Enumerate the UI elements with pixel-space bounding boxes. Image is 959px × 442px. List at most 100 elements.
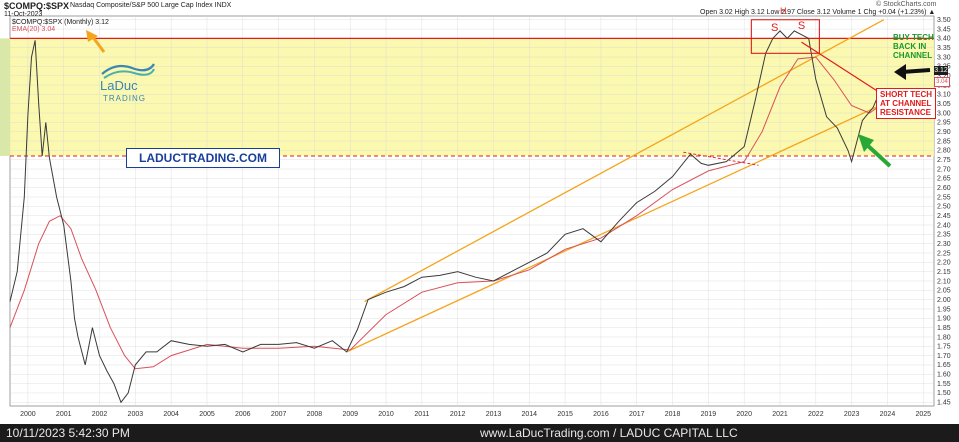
x-tick-label: 2017	[629, 411, 645, 418]
black-arrow-icon	[901, 68, 931, 74]
price-line	[9, 30, 881, 404]
green-arrowhead-icon	[858, 134, 874, 152]
x-tick-label: 2011	[414, 411, 429, 418]
ema-price-tag: 3.04	[934, 77, 950, 87]
x-tick-label: 2016	[593, 411, 609, 418]
s-right-label: S	[798, 20, 805, 32]
y-tick-label: 3.30	[937, 54, 951, 61]
y-tick-label: 1.75	[937, 344, 951, 351]
x-tick-label: 2005	[199, 411, 215, 418]
h-label: H	[780, 6, 787, 16]
y-tick-label: 2.45	[937, 213, 951, 220]
buy-note: BUY TECH BACK IN CHANNEL	[893, 33, 934, 60]
y-tick-label: 2.10	[937, 278, 951, 285]
x-tick-label: 2023	[844, 411, 860, 418]
y-tick-label: 3.45	[937, 26, 951, 33]
x-tick-label: 2009	[342, 411, 358, 418]
x-tick-label: 2013	[486, 411, 502, 418]
footer-timestamp: 10/11/2023 5:42:30 PM	[6, 426, 130, 440]
chart-date: 11-Oct-2023	[4, 11, 43, 18]
y-tick-label: 3.10	[937, 92, 951, 99]
x-tick-label: 2014	[522, 411, 538, 418]
y-tick-label: 2.30	[937, 241, 951, 248]
y-tick-label: 2.15	[937, 269, 951, 276]
y-tick-label: 3.00	[937, 110, 951, 117]
y-tick-label: 2.70	[937, 166, 951, 173]
y-tick-label: 1.85	[937, 325, 951, 332]
last-price-tag: 3.12	[934, 66, 948, 75]
y-tick-label: 1.50	[937, 390, 951, 397]
laduc-logo: LaDuc TRADING	[94, 58, 158, 108]
y-tick-label: 2.05	[937, 288, 951, 295]
y-tick-label: 2.35	[937, 232, 951, 239]
ohlc-readout: Open 3.02 High 3.12 Low 2.97 Close 3.12 …	[700, 9, 936, 16]
wave-icon	[101, 63, 155, 79]
y-tick-label: 1.60	[937, 372, 951, 379]
symbol-title: $COMPQ:$SPX	[4, 1, 70, 11]
channel-lower-line	[346, 103, 885, 353]
y-tick-label: 1.80	[937, 334, 951, 341]
x-tick-label: 2008	[307, 411, 323, 418]
y-tick-label: 2.85	[937, 138, 951, 145]
y-tick-label: 2.75	[937, 157, 951, 164]
x-tick-label: 2022	[808, 411, 824, 418]
orange-arrowhead-icon	[86, 30, 98, 42]
legend-ema: EMA(20) 3.04	[12, 26, 56, 33]
y-tick-label: 2.20	[937, 260, 951, 267]
y-tick-label: 3.20	[937, 73, 951, 80]
site-box: LADUCTRADING.COM	[126, 148, 280, 168]
neckline-line	[801, 41, 878, 92]
chart-area: 1.45 1.50 1.55 1.60 1.65 1.70 1.75 1.80 1.85 1.90…	[0, 1, 951, 418]
y-tick-label: 2.60	[937, 185, 951, 192]
ema-line	[9, 56, 881, 370]
x-tick-label: 2004	[163, 411, 179, 418]
x-tick-label: 2015	[557, 411, 573, 418]
y-tick-label: 2.95	[937, 120, 951, 127]
y-tick-label: 2.25	[937, 250, 951, 257]
x-tick-label: 2006	[235, 411, 251, 418]
y-tick-label: 3.05	[937, 101, 951, 108]
green-arrow-icon	[864, 142, 892, 168]
x-tick-label: 2021	[772, 411, 788, 418]
x-tick-label: 2001	[56, 411, 72, 418]
short-note: SHORT TECH AT CHANNEL RESISTANCE	[876, 88, 936, 119]
x-tick-label: 2019	[701, 411, 717, 418]
x-tick-label: 2025	[915, 411, 931, 418]
y-tick-label: 2.40	[937, 222, 951, 229]
footer-site: www.LaDucTrading.com / LADUC CAPITAL LLC	[480, 426, 738, 440]
x-tick-label: 2002	[92, 411, 108, 418]
logo-line2: TRADING	[103, 94, 146, 103]
symbol-description: Nasdaq Composite/S&P 500 Large Cap Index…	[70, 2, 232, 9]
hs-box	[750, 19, 820, 54]
y-tick-label: 1.55	[937, 381, 951, 388]
x-tick-label: 2018	[665, 411, 681, 418]
y-tick-label: 2.00	[937, 297, 951, 304]
y-tick-label: 2.50	[937, 204, 951, 211]
x-tick-label: 2012	[450, 411, 466, 418]
y-tick-label: 2.80	[937, 148, 951, 155]
y-tick-label: 2.65	[937, 176, 951, 183]
y-tick-label: 3.50	[937, 17, 951, 24]
buy-zone-left	[0, 38, 10, 156]
y-tick-label: 3.35	[937, 45, 951, 52]
x-tick-label: 2024	[880, 411, 896, 418]
orange-arrow-icon	[90, 35, 106, 53]
y-tick-label: 1.45	[937, 400, 951, 407]
dashed-trend-line	[683, 151, 759, 166]
channel-upper-line	[364, 19, 885, 303]
y-tick-label: 2.55	[937, 194, 951, 201]
chart-svg: 1.45 1.50 1.55 1.60 1.65 1.70 1.75 1.80 1.85 1.90…	[0, 6, 951, 418]
y-tick-label: 2.90	[937, 129, 951, 136]
s-left-label: S	[771, 22, 778, 34]
black-arrowhead-icon	[894, 64, 906, 80]
legend-main: $COMPQ:$SPX (Monthly) 3.12	[12, 19, 109, 26]
y-tick-label: 1.95	[937, 306, 951, 313]
footer-bar: 10/11/2023 5:42:30 PM www.LaDucTrading.c…	[0, 424, 959, 442]
logo-line1: LaDuc	[100, 78, 138, 93]
y-tick-label: 1.65	[937, 362, 951, 369]
y-tick-label: 1.70	[937, 353, 951, 360]
x-tick-label: 2003	[128, 411, 144, 418]
x-tick-label: 2010	[378, 411, 394, 418]
x-tick-label: 2000	[20, 411, 36, 418]
chart-credit: © StockCharts.com	[876, 1, 937, 8]
